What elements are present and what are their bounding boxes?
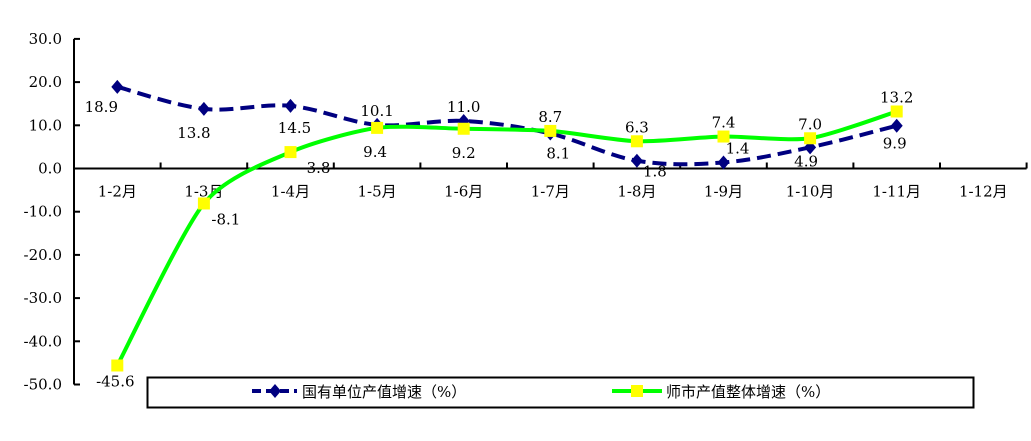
legend-label-0: 国有单位产值增速（%） (302, 383, 466, 401)
x-tick-label: 1-5月 (358, 183, 397, 201)
data-label: 1.4 (726, 139, 750, 157)
x-tick-label: 1-4月 (271, 183, 310, 201)
data-point (717, 155, 730, 170)
data-label: 13.8 (177, 124, 210, 142)
legend: 国有单位产值增速（%） 师市产值整体增速（%） (146, 376, 975, 409)
data-label: 14.5 (278, 119, 311, 137)
data-label: 7.0 (798, 115, 822, 133)
data-label: 4.9 (794, 152, 818, 170)
y-tick-label: -40.0 (24, 332, 62, 350)
data-labels: 18.9 13.8 14.5 10.1 11.0 8.1 1.8 1.4 4.9 9.9 -45.6… (85, 88, 914, 390)
x-tick-label: 1-7月 (531, 183, 570, 201)
data-point (890, 105, 903, 118)
data-label: 9.2 (452, 144, 476, 162)
y-tick-label: -10.0 (24, 203, 62, 221)
data-point (111, 79, 124, 94)
x-tick-label: 1-6月 (444, 183, 483, 201)
data-label: 8.7 (538, 108, 562, 126)
x-tick-label: 1-8月 (617, 183, 656, 201)
data-label: 8.1 (546, 145, 570, 163)
y-tick-label: 30.0 (29, 30, 62, 48)
series-line-0 (116, 84, 898, 167)
data-point (284, 98, 297, 113)
x-tick-label: 1-9月 (704, 183, 743, 201)
data-label: 7.4 (712, 114, 736, 132)
data-label: 3.8 (307, 159, 331, 177)
data-label: 1.8 (643, 163, 667, 181)
y-tick-label: -20.0 (24, 246, 62, 264)
data-label: 9.9 (883, 135, 907, 153)
x-tick-label: 1-12月 (959, 183, 1008, 201)
y-tick-label: 20.0 (29, 73, 62, 91)
data-point (630, 135, 643, 148)
data-point (457, 122, 470, 135)
legend-diamond-marker (269, 384, 281, 398)
x-tick-label: 1-11月 (872, 183, 921, 201)
data-point (717, 130, 730, 143)
series-lines (111, 79, 903, 372)
y-tick-label: -50.0 (24, 376, 62, 394)
data-point (197, 197, 210, 210)
data-point (284, 146, 297, 159)
data-label: -45.6 (96, 372, 134, 390)
data-point (804, 132, 817, 145)
data-label: 11.0 (447, 98, 480, 116)
legend-square-marker (631, 385, 643, 397)
y-tick-label: -30.0 (24, 289, 62, 307)
data-point (544, 124, 557, 137)
data-label: 18.9 (85, 98, 118, 116)
data-point (197, 101, 210, 116)
data-label: 13.2 (880, 88, 913, 106)
data-point (111, 359, 124, 372)
x-tick-label: 1-2月 (98, 183, 137, 201)
data-point (371, 121, 384, 134)
y-tick-label: 0.0 (38, 160, 62, 178)
axes: 30.0 20.0 10.0 0.0 -10.0 -20.0 -30.0 -40.0 -50.0… (24, 30, 1028, 394)
y-tick-label: 10.0 (29, 116, 62, 134)
data-label: 10.1 (360, 102, 393, 120)
legend-label-1: 师市产值整体增速（%） (666, 383, 830, 401)
data-label: -8.1 (211, 210, 240, 228)
data-label: 9.4 (363, 143, 387, 161)
x-tick-label: 1-10月 (786, 183, 835, 201)
series-line-1 (115, 109, 898, 367)
data-label: 6.3 (625, 118, 649, 136)
data-point (630, 153, 643, 168)
data-point (890, 118, 903, 133)
